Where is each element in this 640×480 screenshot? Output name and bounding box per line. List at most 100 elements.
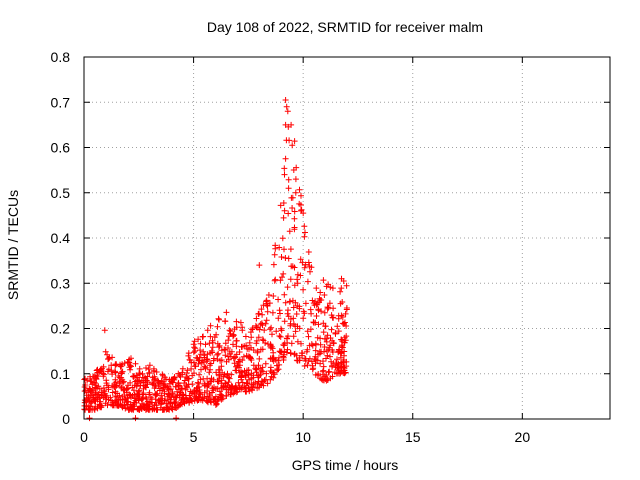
data-point: [239, 343, 246, 350]
data-point: [146, 369, 153, 376]
data-point: [223, 392, 230, 399]
data-point: [197, 340, 204, 347]
data-point: [307, 326, 314, 333]
data-point: [214, 351, 221, 358]
data-point: [115, 373, 122, 379]
data-point: [253, 324, 260, 331]
x-tick-label: 0: [80, 429, 88, 445]
data-point: [191, 370, 197, 377]
data-point: [225, 345, 231, 351]
data-point: [207, 366, 214, 373]
data-point: [121, 386, 128, 393]
data-point: [297, 256, 304, 263]
data-point: [254, 349, 261, 356]
data-point: [192, 348, 198, 354]
data-point: [237, 319, 244, 326]
axes: 0 0.1 0.2 0.3 0.4 0.5 0.6 0.7 0.8 0 5 10 15 20: [51, 49, 611, 445]
data-point: [102, 400, 109, 407]
data-point: [292, 328, 299, 335]
y-tick-label: 0.2: [51, 321, 71, 337]
data-point: [239, 379, 246, 386]
data-point: [96, 401, 103, 408]
data-point: [230, 341, 236, 348]
data-point: [308, 264, 315, 271]
data-point: [282, 121, 289, 128]
data-point: [328, 312, 335, 319]
data-point: [113, 382, 120, 389]
data-point: [112, 376, 119, 383]
data-point: [301, 363, 308, 369]
data-point: [277, 333, 284, 340]
x-axis-label: GPS time / hours: [292, 457, 399, 473]
data-point: [284, 346, 291, 353]
y-tick-label: 0.1: [51, 366, 71, 382]
data-point: [312, 347, 319, 354]
data-point: [241, 383, 248, 390]
data-point: [196, 371, 203, 378]
data-point: [279, 274, 285, 281]
data-point: [101, 327, 108, 334]
data-point: [109, 389, 116, 396]
data-point: [285, 210, 292, 217]
data-point: [100, 385, 107, 391]
data-point: [199, 333, 206, 340]
data-point: [287, 350, 294, 356]
data-point: [310, 365, 317, 372]
data-point: [233, 386, 240, 393]
data-point: [191, 338, 198, 345]
data-point: [294, 280, 301, 287]
data-point: [256, 326, 263, 333]
data-point: [92, 391, 99, 398]
data-point: [170, 393, 177, 400]
data-point: [236, 349, 243, 355]
data-point: [301, 233, 308, 240]
data-point: [334, 361, 340, 368]
data-point: [325, 369, 332, 376]
data-point: [342, 310, 349, 317]
data-point: [275, 366, 282, 373]
data-point: [290, 321, 297, 328]
data-point: [204, 351, 211, 358]
data-point: [209, 337, 216, 344]
data-point: [285, 307, 291, 314]
data-point: [291, 215, 298, 222]
data-point: [302, 261, 309, 268]
data-point: [163, 376, 169, 383]
data-point: [136, 370, 143, 377]
data-point: [132, 360, 139, 367]
data-point: [271, 277, 278, 284]
data-point: [275, 296, 282, 303]
data-point: [213, 401, 220, 407]
data-point: [321, 309, 328, 316]
data-point: [194, 397, 201, 404]
data-point: [335, 348, 342, 355]
data-point: [291, 208, 298, 215]
data-point: [301, 264, 308, 271]
data-point: [323, 338, 330, 345]
data-point: [159, 372, 166, 379]
data-point: [120, 378, 127, 385]
data-point: [184, 367, 191, 374]
data-point: [281, 207, 288, 214]
data-point: [226, 333, 232, 340]
data-point: [118, 383, 124, 390]
data-point: [248, 334, 255, 341]
data-point: [230, 332, 237, 339]
data-point: [114, 402, 121, 409]
data-point: [308, 310, 315, 317]
data-point: [216, 388, 223, 395]
data-point: [335, 315, 342, 322]
data-point: [199, 394, 206, 401]
data-point: [331, 369, 338, 376]
data-point: [197, 351, 204, 358]
data-point: [218, 363, 225, 370]
data-point: [201, 389, 208, 396]
data-point: [325, 304, 332, 311]
data-point: [146, 362, 153, 369]
data-point: [119, 361, 126, 368]
data-point: [116, 380, 123, 387]
data-point: [327, 353, 333, 360]
data-point: [222, 352, 229, 359]
data-point: [176, 372, 183, 379]
data-point: [258, 320, 265, 327]
